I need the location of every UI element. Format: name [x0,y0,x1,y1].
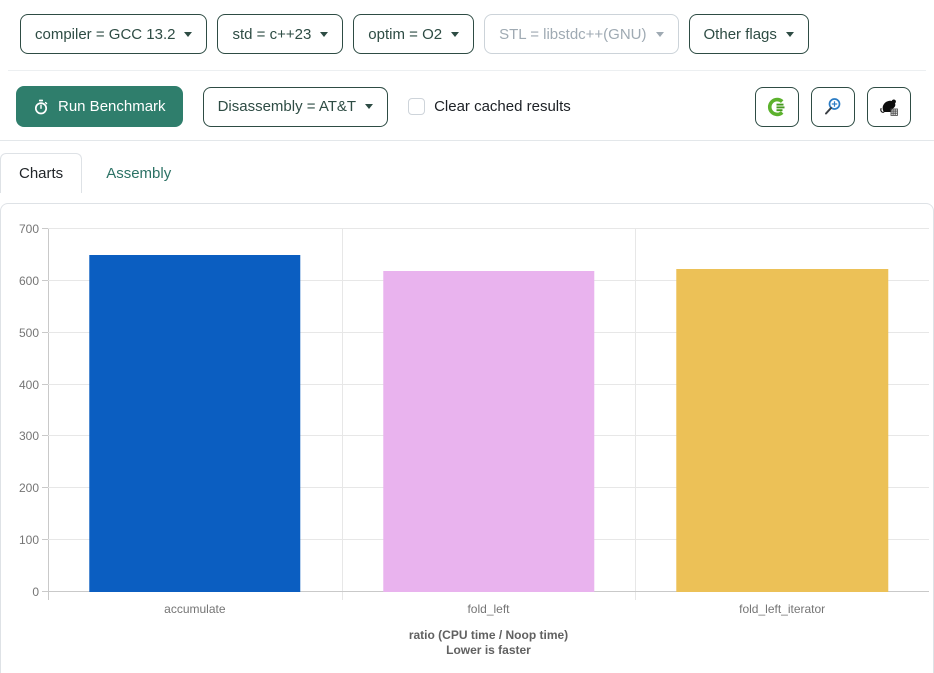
compiler-options-toolbar: compiler = GCC 13.2 std = c++23 optim = … [0,0,934,54]
y-tick-label: 400 [18,377,39,392]
gridline-700 [48,228,929,229]
actions-toolbar: Run Benchmark Disassembly = AT&T Clear c… [0,71,934,127]
clear-cache-group: Clear cached results [408,98,571,115]
y-tick-label: 100 [18,533,39,548]
caret-down-icon [655,31,664,37]
optim-dropdown[interactable]: optim = O2 [353,14,475,54]
y-tick-mark [42,331,48,333]
build-bench-button[interactable] [867,86,911,127]
y-tick-mark [42,383,48,385]
chart-caption-line1: ratio (CPU time / Noop time) [408,628,569,642]
x-tick-label: accumulate [164,602,226,616]
y-tick-label: 500 [18,325,39,340]
caret-down-icon [451,31,460,37]
y-tick-label: 600 [18,273,39,288]
stopwatch-icon [34,99,48,114]
x-tick-label: fold_left [467,602,510,616]
magnifier-icon [825,97,841,114]
y-tick-label: 700 [18,222,39,236]
other-flags-dropdown-label: Other flags [703,25,777,43]
category-separator [635,229,637,600]
bar-accumulate[interactable] [89,254,301,592]
y-tick-mark [42,487,48,489]
y-axis-ticks [42,228,48,592]
y-tick-label: 200 [18,481,39,496]
caret-down-icon [320,31,329,37]
std-dropdown-label: std = c++23 [232,25,312,43]
chart-panel: 0 100 200 300 400 500 600 700 accumulate fold_le… [0,203,934,673]
magnifier-button[interactable] [811,86,855,127]
chart-caption-line2: Lower is faster [446,643,531,657]
y-axis-line [48,229,49,600]
chart-caption: ratio (CPU time / Noop time) Lower is fa… [48,628,929,658]
compiler-dropdown-label: compiler = GCC 13.2 [35,25,176,43]
y-tick-mark [42,279,48,281]
rat-icon [880,99,898,116]
y-tick-mark [42,539,48,541]
category-separator [341,229,343,600]
bar-fold_left_iterator[interactable] [676,269,888,592]
compiler-explorer-icon [767,97,785,116]
plot-area [48,228,929,600]
section-divider [0,140,934,141]
caret-down-icon [365,104,374,109]
optim-dropdown-label: optim = O2 [368,25,443,43]
disassembly-dropdown[interactable]: Disassembly = AT&T [202,86,389,127]
std-dropdown[interactable]: std = c++23 [217,14,344,54]
y-tick-mark [42,435,48,437]
disassembly-dropdown-label: Disassembly = AT&T [217,98,357,115]
clear-cache-label[interactable]: Clear cached results [434,98,571,115]
run-benchmark-button[interactable]: Run Benchmark [16,86,183,127]
other-flags-dropdown[interactable]: Other flags [688,14,809,54]
run-benchmark-label: Run Benchmark [58,98,166,115]
external-links [755,86,911,127]
compiler-explorer-button[interactable] [755,86,799,127]
tab-charts[interactable]: Charts [0,153,83,193]
y-tick-label: 0 [32,585,39,599]
y-tick-mark [42,228,48,229]
y-axis-labels: 0 100 200 300 400 500 600 700 [1,223,39,598]
bar-fold_left[interactable] [382,271,595,592]
y-tick-mark [42,591,48,592]
toolbar-divider [8,70,926,71]
x-axis-labels: accumulate fold_left fold_left_iterator [48,602,929,618]
caret-down-icon [184,31,193,37]
result-tabs: Charts Assembly [0,153,934,193]
x-tick-label: fold_left_iterator [739,602,826,616]
stl-dropdown-label: STL = libstdc++(GNU) [499,25,647,43]
compiler-dropdown[interactable]: compiler = GCC 13.2 [20,14,208,54]
tab-assembly[interactable]: Assembly [82,153,195,193]
clear-cache-checkbox[interactable] [408,98,426,115]
y-tick-label: 300 [18,429,39,444]
stl-dropdown: STL = libstdc++(GNU) [484,14,679,54]
caret-down-icon [785,31,794,37]
